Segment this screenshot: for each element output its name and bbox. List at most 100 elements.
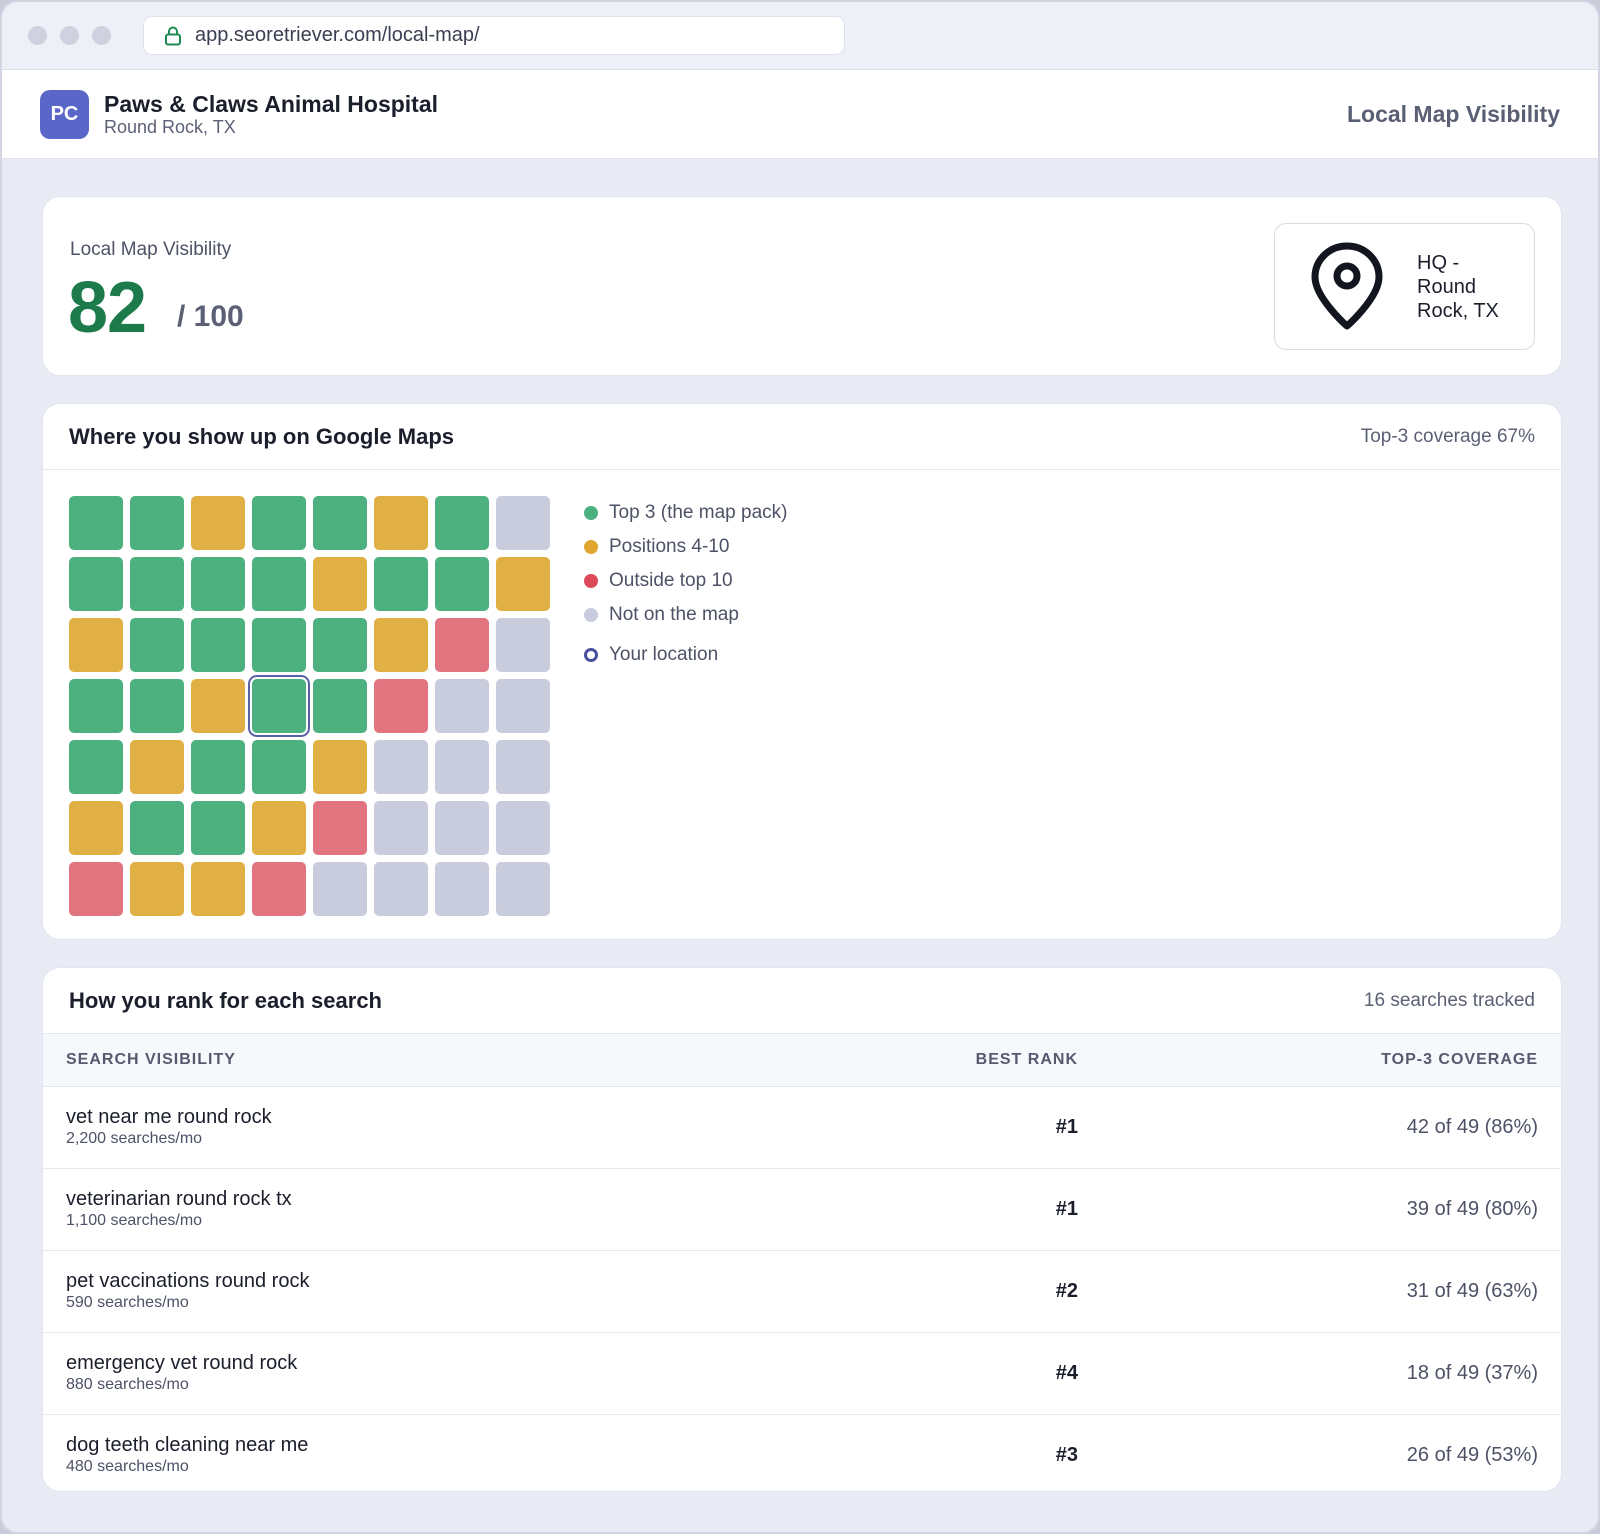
- grid-cell-mid[interactable]: [374, 496, 428, 550]
- grid-cell-none[interactable]: [313, 862, 367, 916]
- grid-cell-out[interactable]: [69, 862, 123, 916]
- search-volume: 590 searches/mo: [66, 1294, 189, 1311]
- grid-cell-mid[interactable]: [130, 740, 184, 794]
- maximize-window-button[interactable]: [92, 26, 111, 45]
- close-window-button[interactable]: [28, 26, 47, 45]
- grid-cell-top3[interactable]: [374, 557, 428, 611]
- table-row[interactable]: dog teeth cleaning near me 480 searches/m…: [43, 1414, 1561, 1491]
- grid-cell-mid[interactable]: [313, 557, 367, 611]
- grid-cell-top3[interactable]: [130, 801, 184, 855]
- grid-cell-none[interactable]: [435, 679, 489, 733]
- grid-cell-your-location[interactable]: [252, 679, 306, 733]
- score-max: / 100: [177, 300, 244, 333]
- grid-cell-top3[interactable]: [313, 496, 367, 550]
- best-rank: #4: [1055, 1361, 1078, 1384]
- grid-cell-none[interactable]: [496, 496, 550, 550]
- grid-cell-mid[interactable]: [69, 618, 123, 672]
- coverage: 26 of 49 (53%): [1406, 1443, 1538, 1466]
- grid-cell-out[interactable]: [374, 679, 428, 733]
- best-rank: #3: [1055, 1443, 1078, 1466]
- grid-cell-mid[interactable]: [130, 862, 184, 916]
- grid-cell-mid[interactable]: [191, 679, 245, 733]
- grid-cell-out[interactable]: [252, 862, 306, 916]
- grid-cell-top3[interactable]: [252, 557, 306, 611]
- score-label: Local Map Visibility: [70, 239, 232, 260]
- grid-cell-none[interactable]: [374, 801, 428, 855]
- grid-cell-none[interactable]: [496, 801, 550, 855]
- grid-cell-top3[interactable]: [435, 557, 489, 611]
- grid-cell-mid[interactable]: [191, 496, 245, 550]
- column-header-best-rank[interactable]: BEST RANK: [801, 1034, 1101, 1087]
- grid-cell-top3[interactable]: [191, 557, 245, 611]
- grid-cell-top3[interactable]: [252, 496, 306, 550]
- grid-cell-none[interactable]: [496, 618, 550, 672]
- minimize-window-button[interactable]: [60, 26, 79, 45]
- grid-cell-top3[interactable]: [252, 740, 306, 794]
- column-header-search[interactable]: SEARCH VISIBILITY: [43, 1034, 801, 1087]
- grid-cell-top3[interactable]: [313, 618, 367, 672]
- table-row[interactable]: veterinarian round rock tx 1,100 searches…: [43, 1168, 1561, 1250]
- business-brand[interactable]: PC Paws & Claws Animal Hospital Round Ro…: [40, 89, 438, 139]
- grid-cell-top3[interactable]: [130, 496, 184, 550]
- lock-icon: [165, 26, 181, 45]
- grid-cell-none[interactable]: [374, 862, 428, 916]
- grid-cell-top3[interactable]: [130, 557, 184, 611]
- map-legend: Top 3 (the map pack) Positions 4-10 Outs…: [584, 496, 787, 672]
- url-text: app.seoretriever.com/local-map/: [195, 24, 480, 46]
- map-card-title: Where you show up on Google Maps: [69, 423, 455, 449]
- keyword: emergency vet round rock: [66, 1352, 298, 1374]
- grid-cell-top3[interactable]: [191, 801, 245, 855]
- grid-cell-top3[interactable]: [69, 557, 123, 611]
- grid-cell-none[interactable]: [435, 801, 489, 855]
- legend-dot-top3: [584, 506, 598, 520]
- legend-label-you: Your location: [609, 644, 719, 665]
- grid-cell-top3[interactable]: [252, 618, 306, 672]
- grid-cell-mid[interactable]: [313, 740, 367, 794]
- legend-item-out: Outside top 10: [584, 564, 787, 598]
- grid-cell-out[interactable]: [435, 618, 489, 672]
- grid-cell-none[interactable]: [496, 679, 550, 733]
- grid-cell-none[interactable]: [496, 862, 550, 916]
- grid-cell-top3[interactable]: [69, 740, 123, 794]
- grid-cell-mid[interactable]: [252, 801, 306, 855]
- legend-item-top3: Top 3 (the map pack): [584, 496, 787, 530]
- location-selector[interactable]: HQ - Round Rock, TX: [1274, 223, 1535, 350]
- coverage: 18 of 49 (37%): [1406, 1361, 1538, 1384]
- search-rankings-card: How you rank for each search 16 searches…: [42, 967, 1562, 1492]
- grid-cell-mid[interactable]: [191, 862, 245, 916]
- legend-item-none: Not on the map: [584, 598, 787, 632]
- table-row[interactable]: emergency vet round rock 880 searches/mo …: [43, 1332, 1561, 1414]
- grid-cell-top3[interactable]: [130, 618, 184, 672]
- grid-cell-none[interactable]: [496, 740, 550, 794]
- browser-chrome: app.seoretriever.com/local-map/: [2, 2, 1598, 70]
- grid-cell-top3[interactable]: [130, 679, 184, 733]
- rank-grid: [69, 496, 550, 916]
- grid-cell-out[interactable]: [313, 801, 367, 855]
- grid-cell-mid[interactable]: [69, 801, 123, 855]
- search-volume: 1,100 searches/mo: [66, 1212, 203, 1229]
- grid-cell-mid[interactable]: [374, 618, 428, 672]
- column-header-coverage[interactable]: TOP-3 COVERAGE: [1101, 1034, 1561, 1087]
- grid-cell-mid[interactable]: [496, 557, 550, 611]
- coverage: 31 of 49 (63%): [1406, 1279, 1538, 1302]
- map-visibility-card: Where you show up on Google Maps Top-3 c…: [42, 403, 1562, 940]
- legend-dot-out: [584, 574, 598, 588]
- grid-cell-top3[interactable]: [313, 679, 367, 733]
- grid-cell-none[interactable]: [435, 862, 489, 916]
- page-title: Local Map Visibility: [1346, 100, 1560, 127]
- visibility-score-card: Local Map Visibility 82 / 100 HQ - Round…: [42, 196, 1562, 376]
- table-row[interactable]: pet vaccinations round rock 590 searches/…: [43, 1250, 1561, 1332]
- grid-cell-top3[interactable]: [69, 496, 123, 550]
- table-row[interactable]: vet near me round rock 2,200 searches/mo …: [43, 1086, 1561, 1168]
- legend-dot-none: [584, 608, 598, 622]
- best-rank: #1: [1055, 1197, 1078, 1220]
- grid-cell-none[interactable]: [435, 740, 489, 794]
- grid-cell-top3[interactable]: [435, 496, 489, 550]
- search-volume: 2,200 searches/mo: [66, 1130, 203, 1147]
- grid-cell-top3[interactable]: [69, 679, 123, 733]
- grid-cell-top3[interactable]: [191, 740, 245, 794]
- grid-cell-none[interactable]: [374, 740, 428, 794]
- grid-cell-top3[interactable]: [191, 618, 245, 672]
- address-bar[interactable]: app.seoretriever.com/local-map/: [143, 16, 845, 55]
